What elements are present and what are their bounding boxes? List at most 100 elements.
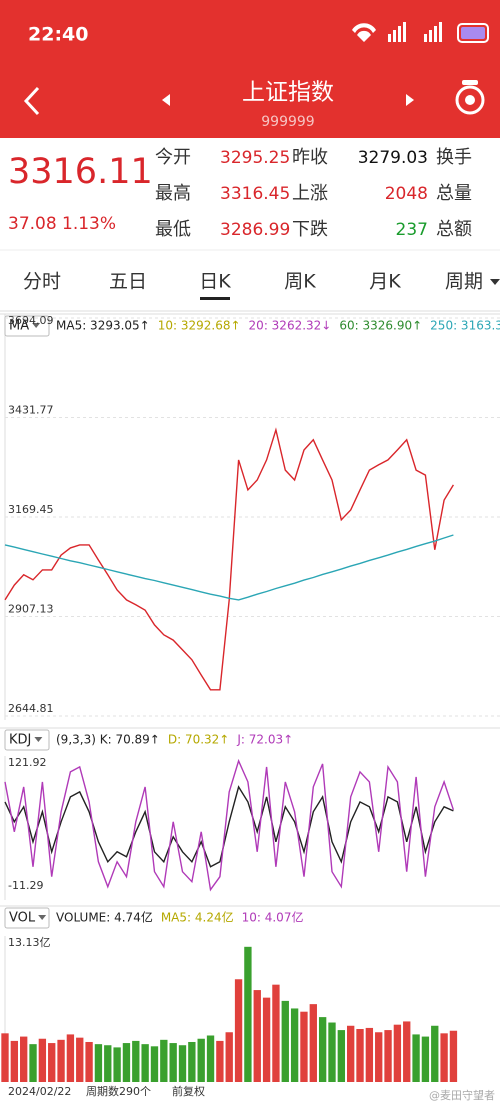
y-tick-label: 13.13亿 [8,936,51,949]
tab[interactable]: 月K [369,271,401,293]
legend-entry: MA5: 3293.05↑ [56,319,150,333]
tab[interactable]: 周K [284,271,316,293]
volume-bar [225,1032,233,1082]
volume-bar [38,1038,47,1082]
tab-active[interactable]: 日K [199,271,231,293]
volume-bar [440,1033,448,1082]
series-line [4,427,454,691]
volume-bar [431,1025,439,1082]
volume-bar [262,997,271,1082]
legend-entry: J: 72.03↑ [236,733,293,747]
volume-bar [132,1040,140,1082]
period-count: 周期数290个 [86,1085,151,1098]
price: 3316.11 [8,152,153,192]
volume-bar [20,1036,28,1082]
volume-bar [150,1046,159,1082]
value: 3295.25 [220,148,290,168]
legend-entry: 20: 3262.32↓ [249,319,332,333]
volume-bar [328,1022,336,1082]
y-tick-label: -11.29 [8,879,43,892]
label: 下跌 [292,219,328,240]
y-tick-label: 2907.13 [8,603,54,616]
volume-bar [76,1037,84,1082]
label: 换手 [436,147,472,168]
indicator-box [4,907,50,929]
volume-bar [375,1032,383,1082]
volume-bar [403,1021,411,1082]
indicator-dropdown [32,323,41,328]
volume-bar [365,1027,374,1082]
change-pct: 1.13% [62,214,116,234]
legend-entry: (9,3,3) K: 70.89↑ [56,733,160,747]
volume-bar [113,1047,121,1082]
avatar[interactable] [455,80,485,115]
indicator-box [4,729,50,751]
legend-entry: 10: 3292.68↑ [158,319,241,333]
y-tick-label: 3169.45 [8,503,54,516]
title: 上证指数 [242,80,334,106]
indicator-dropdown [34,737,43,742]
volume-bar [104,1045,112,1082]
volume-bar [337,1030,346,1082]
tab[interactable]: 五日 [109,271,147,293]
volume-bar [66,1034,75,1082]
volume-bar [272,984,280,1082]
volume-bar [85,1041,93,1082]
tab[interactable]: 分时 [23,271,61,293]
volume-bar [356,1029,364,1082]
dropdown-arrow [490,279,500,285]
volume-bar [188,1041,196,1082]
tab[interactable]: 周期 [445,271,483,293]
label: 总额 [436,219,472,240]
indicator-box [4,315,50,337]
y-tick-label: 2644.81 [8,702,54,715]
indicator-dropdown [38,915,47,920]
y-tick-label: 3431.77 [8,404,54,417]
volume-bar [1,1033,9,1082]
label: 昨收 [292,147,328,168]
volume-bar [253,990,261,1082]
legend-entry: D: 70.32↑ [168,733,230,747]
volume-bar [216,1040,224,1082]
next-button[interactable] [406,94,414,106]
watermark: @麦田守望者 [429,1088,495,1102]
value: 3316.45 [220,184,290,204]
volume-bar [141,1044,149,1082]
top-bar [0,0,500,138]
volume-bar [178,1045,187,1082]
volume-bar [197,1038,205,1082]
y-tick-label: 121.92 [8,756,47,769]
value: 2048 [385,184,428,204]
volume-bar [169,1043,177,1082]
volume-bar [393,1024,402,1082]
legend-entry: VOLUME: 4.74亿 [56,910,153,925]
prev-button[interactable] [162,94,170,106]
volume-bar [48,1043,56,1082]
label: 总量 [436,183,472,204]
indicator-name: MA [9,319,29,334]
legend-entry: 10: 4.07亿 [242,910,304,925]
series-line [4,534,454,601]
adjust-mode: 前复权 [172,1084,205,1098]
volume-bar [234,979,243,1082]
legend-entry: 60: 3326.90↑ [339,319,422,333]
legend-entry: MA5: 4.24亿 [161,910,234,925]
volume-bar [29,1044,37,1082]
volume-bar [384,1030,392,1082]
value: 3286.99 [220,220,290,240]
volume-bar [160,1039,168,1082]
volume-bar [449,1030,458,1082]
volume-bar [94,1044,103,1082]
volume-bar [122,1043,131,1082]
volume-bar [412,1034,420,1082]
value: 237 [396,220,428,240]
volume-bar [318,1017,327,1082]
code: 999999 [261,114,314,130]
clock: 22:40 [28,24,88,46]
volume-bar [281,1000,289,1082]
indicator-name: VOL [9,911,36,926]
start-date: 2024/02/22 [8,1085,71,1098]
label: 最高 [155,183,191,204]
back-button[interactable] [23,86,40,116]
